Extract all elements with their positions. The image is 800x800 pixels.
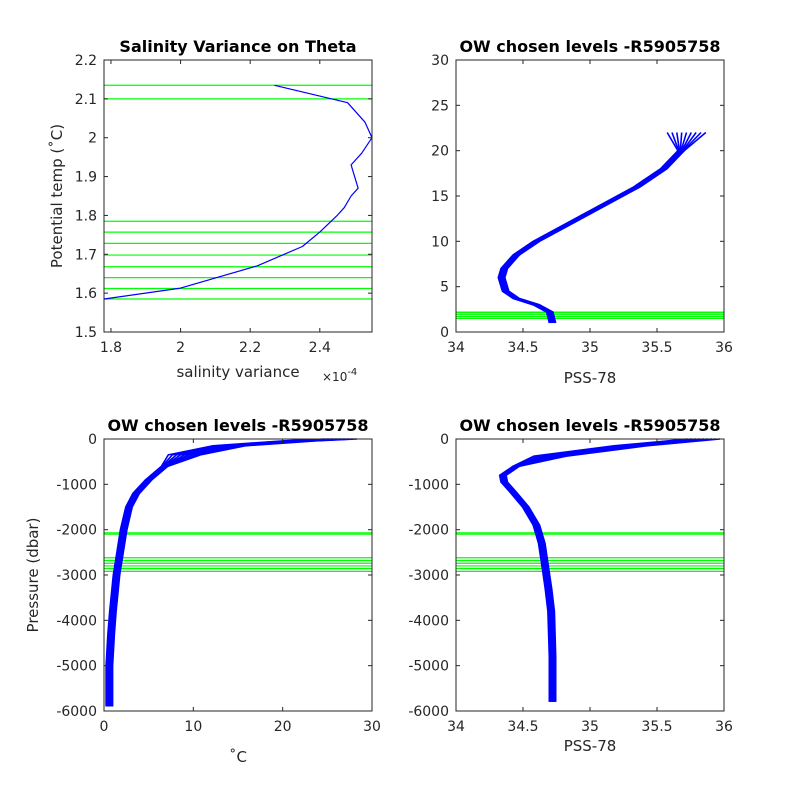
panel4-x-tick-label-2: 35	[581, 719, 599, 735]
panel2-x-tick-label-2: 35	[581, 340, 599, 356]
panel3-y-tick-label-0: -6000	[56, 704, 97, 720]
panel3-y-tick-label-3: -3000	[56, 568, 97, 584]
panel4-x-ticks: 34 34.5 35 35.5 36	[447, 439, 733, 735]
panel4-y-ticks: -6000 -5000 -4000 -3000 -2000 -1000 0	[408, 432, 724, 720]
panel4-title: OW chosen levels -R5905758	[459, 416, 720, 435]
panel2-x-tick-label-1: 34.5	[507, 340, 538, 356]
panel-salinity-variance: Salinity Variance on Theta 1.8 2 2.2 2.4 1.…	[48, 37, 373, 384]
panel3-y-tick-label-4: -2000	[56, 523, 97, 539]
panel1-x-tick-label-3: 2.4	[309, 340, 331, 356]
panel3-x-tick-label-0: 0	[100, 719, 109, 735]
panel-theta-salinity: OW chosen levels -R5905758 34 34.5 35 35.5 3…	[431, 37, 733, 387]
panel1-series	[103, 84, 373, 300]
panel4-y-tick-label-5: -1000	[408, 477, 449, 493]
panel1-y-tick-label-3: 1.8	[75, 208, 97, 224]
panel1-y-tick-label-6: 2.1	[75, 92, 97, 108]
panel4-x-tick-label-1: 34.5	[507, 719, 538, 735]
panel1-profile-line	[103, 84, 373, 300]
panel1-x-tick-label-1: 2	[176, 340, 185, 356]
panel4-y-tick-label-0: -6000	[408, 704, 449, 720]
panel3-series	[105, 438, 357, 707]
panel3-x-ticks: 0 10 20 30	[100, 439, 381, 735]
panel4-profile-line-8	[505, 438, 721, 702]
panel1-x-exponent-base: ×10	[322, 370, 347, 384]
panel1-levels	[104, 84, 372, 300]
panel1-title: Salinity Variance on Theta	[119, 37, 356, 56]
panel1-y-tick-label-1: 1.6	[75, 286, 97, 302]
panel2-x-tick-label-3: 35.5	[641, 340, 672, 356]
panel3-y-tick-label-5: -1000	[56, 477, 97, 493]
panel1-x-tick-label-2: 2.2	[239, 340, 261, 356]
panel2-y-tick-label-0: 0	[440, 325, 449, 341]
panel2-levels	[456, 311, 724, 319]
panel4-x-tick-label-4: 36	[715, 719, 733, 735]
panel2-y-tick-label-4: 20	[431, 144, 449, 160]
panel3-x-tick-label-1: 10	[184, 719, 202, 735]
panel4-y-tick-label-1: -5000	[408, 659, 449, 675]
panel3-levels	[104, 532, 372, 572]
panel1-x-ticks: 1.8 2 2.2 2.4	[100, 60, 331, 356]
panel3-y-tick-label-2: -4000	[56, 613, 97, 629]
panel1-y-label: Potential temp (˚C)	[48, 124, 66, 268]
panel2-x-tick-label-0: 34	[447, 340, 465, 356]
panel1-y-tick-label-0: 1.5	[75, 325, 97, 341]
panel1-y-tick-label-7: 2.2	[75, 53, 97, 69]
panel3-y-label: Pressure (dbar)	[24, 518, 42, 633]
panel1-y-tick-label-4: 1.9	[75, 170, 97, 186]
panel3-title: OW chosen levels -R5905758	[107, 416, 368, 435]
panel3-x-tick-label-2: 20	[274, 719, 292, 735]
panel3-x-tick-label-3: 30	[363, 719, 381, 735]
panel1-x-exponent-power: -4	[347, 367, 357, 378]
panel2-x-label: PSS-78	[564, 369, 617, 387]
panel-temperature-pressure: OW chosen levels -R5905758 0 10 20 30 -6000…	[24, 416, 381, 766]
panel1-x-exponent: ×10-4	[322, 367, 357, 384]
panel2-x-tick-label-4: 36	[715, 340, 733, 356]
panel2-y-ticks: 0 5 10 15 20 25 30	[431, 53, 724, 341]
panel2-y-tick-label-3: 15	[431, 189, 449, 205]
panel3-profile-line-8	[111, 438, 357, 707]
panel4-y-tick-label-4: -2000	[408, 523, 449, 539]
panel-salinity-pressure: OW chosen levels -R5905758 34 34.5 35 35.5 3…	[408, 416, 733, 755]
panel2-x-ticks: 34 34.5 35 35.5 36	[447, 60, 733, 356]
panel2-y-tick-label-5: 25	[431, 98, 449, 114]
panel2-title: OW chosen levels -R5905758	[459, 37, 720, 56]
panel4-x-label: PSS-78	[564, 737, 617, 755]
panel3-y-tick-label-1: -5000	[56, 659, 97, 675]
panel1-x-tick-label-0: 1.8	[100, 340, 122, 356]
panel3-y-tick-label-6: 0	[88, 432, 97, 448]
panel4-series	[498, 438, 721, 702]
panel2-y-tick-label-2: 10	[431, 234, 449, 250]
panel1-y-tick-label-2: 1.7	[75, 247, 97, 263]
panel4-y-tick-label-6: 0	[440, 432, 449, 448]
panel2-y-tick-label-1: 5	[440, 280, 449, 296]
panel4-levels	[456, 532, 724, 572]
panel2-profile-line-8	[504, 131, 707, 324]
panel3-x-label: ˚C	[229, 748, 247, 766]
panel4-y-tick-label-3: -3000	[408, 568, 449, 584]
panel1-y-tick-label-5: 2	[88, 131, 97, 147]
panel2-series	[497, 131, 707, 324]
panel3-y-ticks: -6000 -5000 -4000 -3000 -2000 -1000 0	[56, 432, 372, 720]
panel4-y-tick-label-2: -4000	[408, 613, 449, 629]
panel4-x-tick-label-3: 35.5	[641, 719, 672, 735]
panel1-axes-box	[103, 59, 373, 333]
panel1-x-label: salinity variance	[176, 363, 299, 381]
panel4-x-tick-label-0: 34	[447, 719, 465, 735]
panel1-y-ticks: 1.5 1.6 1.7 1.8 1.9 2 2.1 2.2	[75, 53, 372, 341]
panel2-y-tick-label-6: 30	[431, 53, 449, 69]
